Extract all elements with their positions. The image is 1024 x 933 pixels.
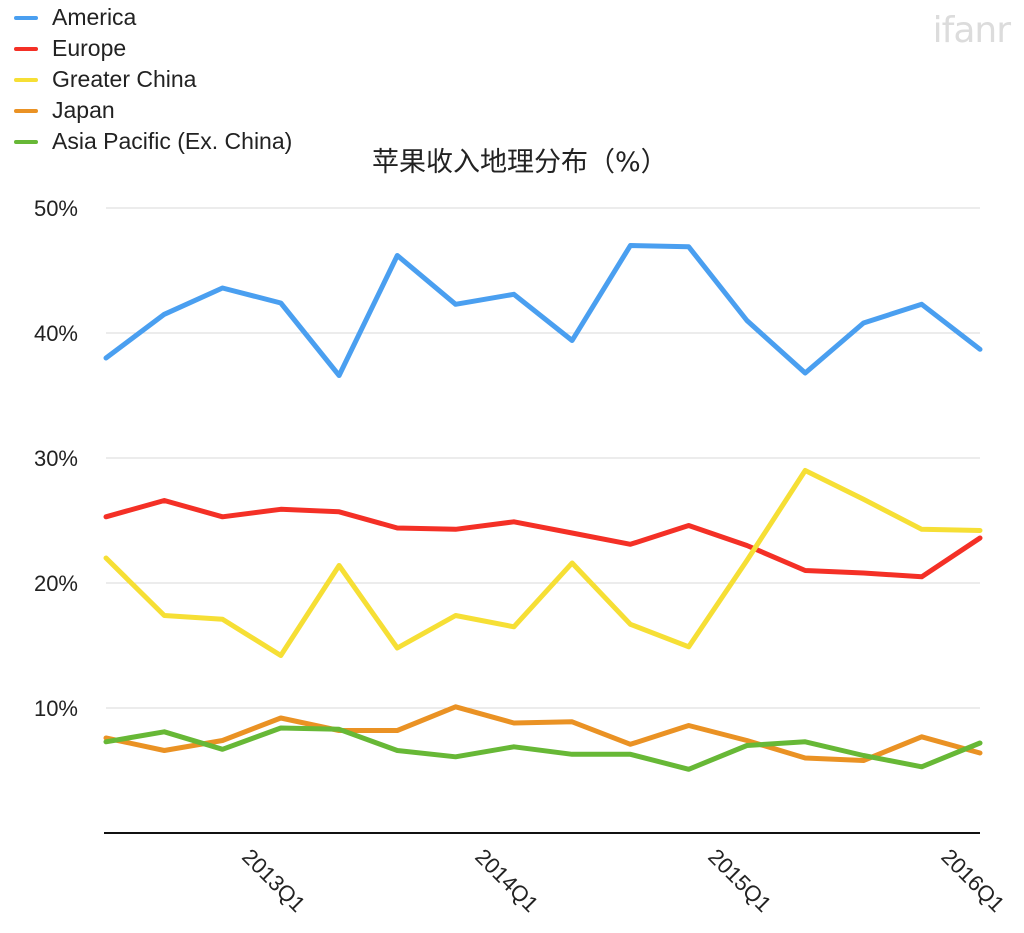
y-tick-label: 50% [34, 196, 78, 221]
x-tick-label: 2015Q1 [703, 844, 776, 917]
series-line-greater-china [103, 468, 983, 658]
series-line-japan [103, 704, 983, 763]
legend-swatch-greater-china [14, 77, 38, 82]
legend-label-japan: Japan [52, 97, 115, 123]
x-tick-label: 2016Q1 [936, 844, 1009, 917]
series-line-asia-pacific-ex-china [103, 725, 983, 772]
legend-label-greater-china: Greater China [52, 66, 197, 92]
legend-item-asia-pacific: Asia Pacific (Ex. China) [14, 126, 292, 157]
legend-label-asia-pacific: Asia Pacific (Ex. China) [52, 128, 293, 154]
legend-swatch-america [14, 15, 38, 20]
legend-swatch-japan [14, 108, 38, 113]
legend-swatch-europe [14, 46, 38, 51]
x-tick-label: 2013Q1 [237, 844, 310, 917]
legend-item-europe: Europe [14, 33, 292, 64]
x-tick-label: 2014Q1 [470, 844, 543, 917]
series-lines [103, 243, 983, 772]
y-tick-labels: 10% 20% 30% 40% 50% [34, 196, 78, 721]
y-tick-label: 40% [34, 321, 78, 346]
y-tick-label: 10% [34, 696, 78, 721]
legend: America Europe Greater China Japan Asia … [14, 2, 292, 157]
y-tick-label: 30% [34, 446, 78, 471]
legend-item-japan: Japan [14, 95, 292, 126]
legend-label-europe: Europe [52, 35, 127, 61]
legend-item-america: America [14, 2, 292, 33]
gridlines [104, 207, 980, 834]
legend-label-america: America [52, 4, 137, 30]
watermark-logo: ifanr [932, 10, 1011, 51]
legend-item-greater-china: Greater China [14, 64, 292, 95]
chart-title: 苹果收入地理分布（%） [372, 147, 668, 178]
x-tick-labels: 2013Q1 2014Q1 2015Q1 2016Q1 [237, 844, 1009, 917]
legend-swatch-asia-pacific [14, 139, 38, 144]
series-line-europe [103, 498, 983, 580]
series-line-america [103, 243, 983, 378]
y-tick-label: 20% [34, 571, 78, 596]
